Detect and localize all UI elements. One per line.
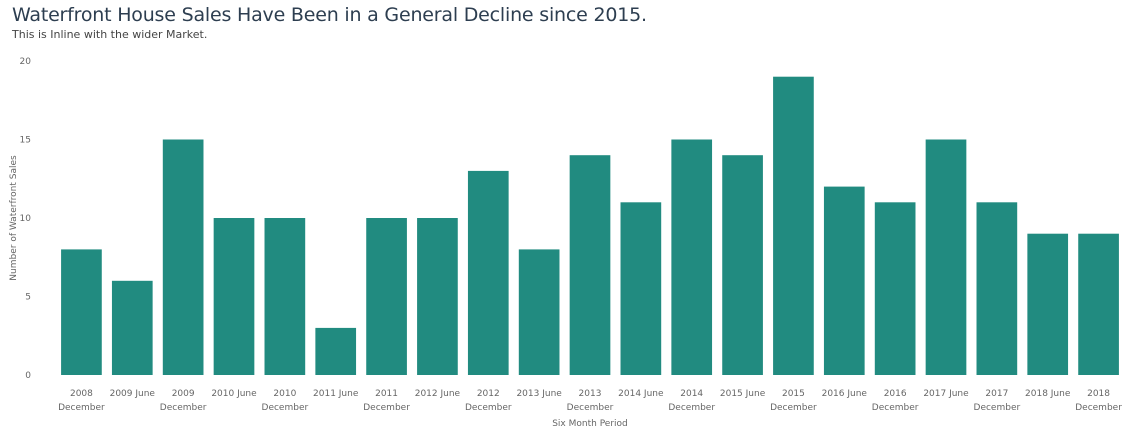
x-tick-label: December bbox=[363, 403, 410, 413]
x-tick-label: 2011 bbox=[375, 389, 398, 399]
x-tick-label: 2010 June bbox=[211, 389, 257, 399]
bar[interactable] bbox=[366, 218, 407, 375]
x-tick-label: December bbox=[262, 403, 309, 413]
bar[interactable] bbox=[315, 327, 357, 375]
x-tick-label: 2014 June bbox=[618, 389, 664, 399]
x-tick-label: 2018 bbox=[1087, 389, 1110, 399]
bar[interactable] bbox=[264, 218, 306, 375]
bar[interactable] bbox=[569, 155, 611, 375]
x-tick-label: 2013 June bbox=[516, 389, 562, 399]
bar[interactable] bbox=[823, 186, 865, 375]
chart-subtitle: This is Inline with the wider Market. bbox=[12, 28, 208, 41]
y-axis-ticks: 0 5 10 15 20 bbox=[20, 57, 32, 381]
x-tick-label: 2012 June bbox=[415, 389, 461, 399]
bar[interactable] bbox=[213, 218, 255, 375]
bar[interactable] bbox=[467, 170, 509, 375]
bar[interactable] bbox=[671, 139, 713, 376]
x-tick-label: 2009 bbox=[172, 389, 195, 399]
x-tick-label: December bbox=[974, 403, 1021, 413]
x-tick-label: 2015 bbox=[782, 389, 805, 399]
y-axis-title: Number of Waterfront Sales bbox=[9, 155, 19, 281]
y-tick-label: 0 bbox=[25, 371, 31, 381]
x-tick-label: 2016 June bbox=[822, 389, 868, 399]
y-tick-label: 10 bbox=[20, 214, 32, 224]
x-tick-label: 2016 bbox=[884, 389, 907, 399]
x-tick-label: December bbox=[160, 403, 207, 413]
x-tick-label: December bbox=[668, 403, 715, 413]
bars bbox=[61, 76, 1119, 376]
x-tick-label: December bbox=[1075, 403, 1122, 413]
x-tick-label: 2008 bbox=[70, 389, 93, 399]
chart-title: Waterfront House Sales Have Been in a Ge… bbox=[12, 4, 647, 26]
bar[interactable] bbox=[1027, 233, 1069, 375]
y-tick-label: 15 bbox=[20, 136, 31, 146]
bar[interactable] bbox=[417, 218, 458, 375]
x-axis-ticks: 2008 December 2009 June 2009 December 2010 Ju… bbox=[58, 389, 1122, 413]
x-tick-label: 2010 bbox=[273, 389, 296, 399]
bar[interactable] bbox=[1078, 233, 1119, 375]
bar[interactable] bbox=[976, 202, 1018, 375]
bar[interactable] bbox=[925, 139, 967, 376]
x-tick-label: December bbox=[872, 403, 919, 413]
bar[interactable] bbox=[773, 76, 814, 375]
x-tick-label: 2017 June bbox=[923, 389, 969, 399]
x-tick-label: 2014 bbox=[680, 389, 703, 399]
bar[interactable] bbox=[162, 139, 204, 376]
x-tick-label: 2017 bbox=[985, 389, 1008, 399]
bar[interactable] bbox=[111, 280, 153, 375]
x-tick-label: December bbox=[465, 403, 512, 413]
bar[interactable] bbox=[620, 202, 662, 375]
bar[interactable] bbox=[874, 202, 916, 375]
x-tick-label: 2015 June bbox=[720, 389, 766, 399]
y-tick-label: 20 bbox=[20, 57, 32, 67]
x-tick-label: 2018 June bbox=[1025, 389, 1071, 399]
bar[interactable] bbox=[61, 249, 102, 375]
x-tick-label: 2011 June bbox=[313, 389, 359, 399]
x-axis-title: Six Month Period bbox=[552, 419, 628, 429]
x-tick-label: December bbox=[58, 403, 105, 413]
x-tick-label: December bbox=[567, 403, 614, 413]
x-tick-label: 2013 bbox=[579, 389, 602, 399]
x-tick-label: December bbox=[770, 403, 817, 413]
y-tick-label: 5 bbox=[25, 293, 31, 303]
x-tick-label: 2009 June bbox=[110, 389, 156, 399]
x-tick-label: 2012 bbox=[477, 389, 500, 399]
bar[interactable] bbox=[722, 155, 763, 375]
bar[interactable] bbox=[518, 249, 560, 375]
